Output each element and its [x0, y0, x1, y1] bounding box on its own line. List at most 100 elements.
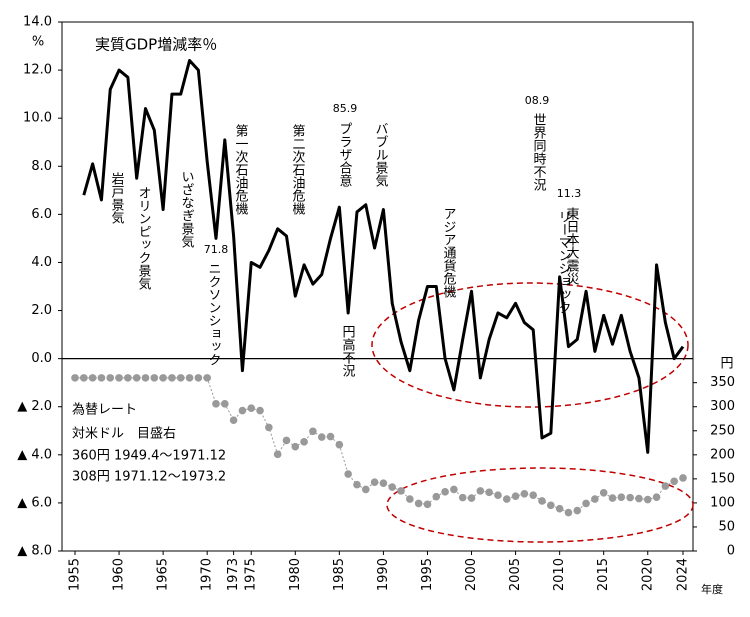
x-tick-label: 2015 [596, 558, 611, 591]
exchange-point [564, 508, 573, 517]
annotation: 71.8 [204, 243, 229, 256]
highlight-ellipse [386, 467, 694, 543]
exchange-point [71, 374, 79, 382]
y-tick-label: 14.0 [23, 15, 52, 30]
annotation: 85.9 [333, 102, 358, 115]
exchange-point [97, 374, 106, 382]
exchange-point [502, 495, 511, 503]
plot-frame [61, 21, 694, 552]
x-tick-label: 1980 [288, 558, 303, 591]
y-tick-label: ▲ 8.0 [17, 544, 52, 559]
x-axis-label: 年度 [701, 582, 723, 596]
exchange-point [379, 479, 388, 487]
y2-unit: 円 [720, 357, 733, 372]
x-tick-label: 2020 [640, 558, 655, 591]
exchange-point [467, 494, 476, 502]
y-tick-label: 2.0 [31, 303, 52, 318]
exchange-point [291, 442, 300, 451]
exchange-point [485, 488, 493, 497]
annotation: アジア通貨危機 [441, 207, 457, 298]
y2-tick-label: 200 [710, 447, 735, 462]
exchange-point [626, 493, 634, 502]
exchange-point [361, 485, 370, 494]
y-tick-label: 10.0 [23, 111, 52, 126]
exchange-point [450, 485, 458, 494]
y2-tick-label: 300 [710, 399, 735, 414]
exchange-point [397, 487, 405, 495]
exchange-point [529, 491, 538, 500]
exchange-point [617, 493, 626, 501]
highlight-ellipse [371, 282, 689, 408]
exchange-point [555, 504, 564, 513]
annotation: ニクソンショック [206, 262, 221, 366]
exchange-point [326, 432, 335, 441]
x-tick-label: 1973 [226, 558, 241, 591]
y2-tick-label: 100 [710, 495, 735, 510]
exchange-point [115, 374, 123, 382]
exchange-point [441, 488, 449, 496]
chart-title: 実質GDP増減率％ [95, 36, 217, 54]
y-tick-label: 8.0 [31, 159, 52, 174]
exchange-point [423, 500, 432, 509]
annotation: 対米ドル 目盛右 [72, 427, 176, 442]
annotation: オリンピック景気 [136, 186, 152, 291]
exchange-point [212, 400, 220, 408]
annotation: 岩戸景気 [109, 172, 125, 225]
exchange-point [80, 374, 88, 382]
x-tick-label: 1970 [200, 558, 215, 591]
exchange-point [670, 477, 678, 486]
exchange-point [273, 450, 282, 459]
y2-tick-label: 50 [718, 519, 735, 534]
x-tick-label: 1960 [112, 558, 127, 591]
exchange-point [661, 482, 670, 490]
exchange-point [159, 374, 167, 382]
x-tick-label: 1985 [332, 558, 347, 591]
x-tick-label: 2024 [676, 558, 691, 591]
x-tick-label: 1995 [420, 558, 435, 591]
y-tick-label: 0.0 [31, 351, 52, 366]
exchange-point [608, 494, 617, 502]
y-unit: % [32, 35, 44, 50]
y-tick-label: ▲ 4.0 [17, 447, 52, 462]
exchange-point [599, 489, 608, 497]
exchange-point [520, 489, 529, 498]
exchange-point [573, 506, 582, 515]
x-tick-label: 2010 [552, 558, 567, 591]
exchange-point [476, 487, 485, 495]
exchange-point [582, 499, 590, 508]
annotation: 第二次石油危機 [290, 124, 306, 215]
y2-tick-label: 150 [710, 471, 735, 486]
exchange-point [203, 374, 211, 382]
x-tick-label: 2005 [508, 558, 523, 591]
x-tick-label: 1990 [376, 558, 391, 591]
exchange-point [282, 436, 291, 445]
annotation: 円高不況 [340, 325, 356, 377]
exchange-point [317, 433, 326, 441]
exchange-point [547, 501, 555, 510]
exchange-point [150, 374, 159, 382]
exchange-point [494, 491, 502, 500]
y-tick-label: ▲ 6.0 [17, 495, 52, 510]
exchange-point [124, 374, 132, 382]
exchange-point [256, 406, 264, 415]
exchange-point [538, 497, 546, 505]
y2-tick-label: 350 [710, 375, 735, 390]
exchange-point [141, 374, 150, 382]
y2-tick-label: 250 [710, 423, 735, 438]
exchange-point [652, 493, 661, 501]
annotation: 11.3 [557, 187, 582, 200]
exchange-point [344, 470, 352, 478]
x-tick-label: 1975 [244, 558, 259, 591]
annotation: 東日本大震災 [564, 206, 580, 285]
exchange-point [106, 374, 115, 382]
exchange-point [353, 480, 361, 489]
exchange-point [643, 495, 652, 504]
exchange-point [370, 478, 379, 487]
exchange-point [168, 374, 176, 382]
exchange-point [229, 416, 238, 424]
exchange-point [591, 495, 599, 503]
exchange-point [309, 427, 317, 436]
annotation: プラザ合意 [337, 122, 353, 187]
annotation: いざなぎ景気 [179, 170, 195, 249]
exchange-point [132, 374, 141, 382]
